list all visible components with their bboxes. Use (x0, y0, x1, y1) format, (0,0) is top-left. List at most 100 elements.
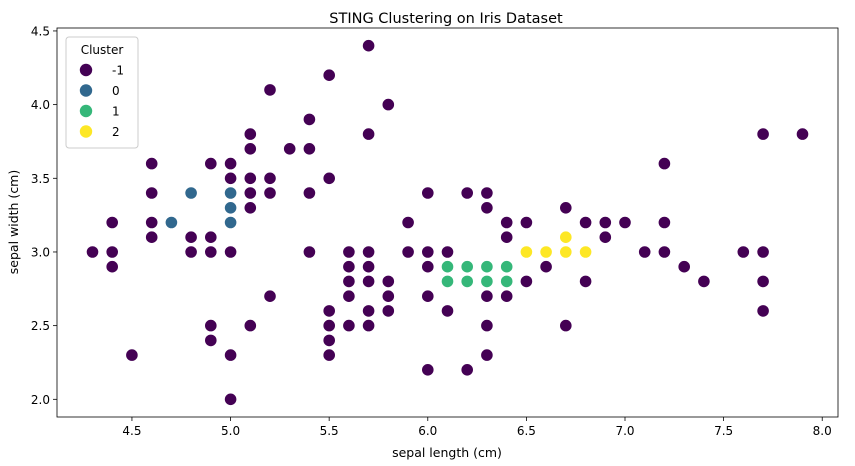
data-point-cluster-neg1-98 (795, 127, 810, 141)
data-point-cluster-neg1-34 (302, 186, 316, 200)
data-point-cluster-neg1-49 (361, 245, 376, 259)
data-point-cluster-neg1-9 (184, 230, 198, 244)
data-point-cluster-neg1-3 (105, 260, 119, 274)
data-point-cluster-neg1-90 (657, 245, 672, 259)
data-point-cluster-neg1-16 (224, 157, 238, 171)
data-point-cluster-neg1-56 (381, 289, 395, 303)
data-point-cluster-neg1-59 (401, 245, 415, 259)
data-point-cluster-neg1-46 (342, 318, 356, 333)
data-point-cluster-neg1-24 (243, 186, 257, 200)
data-point-cluster-neg1-42 (342, 245, 356, 259)
data-point-cluster-neg1-36 (322, 68, 336, 82)
data-point-cluster-neg1-25 (243, 201, 257, 215)
data-point-cluster-1-5 (480, 274, 494, 288)
data-point-cluster-neg1-97 (756, 304, 770, 318)
data-point-cluster-neg1-19 (224, 348, 238, 362)
y-axis-label: sepal width (cm) (6, 170, 21, 274)
data-point-cluster-neg1-41 (322, 348, 336, 362)
data-point-cluster-neg1-48 (361, 127, 376, 141)
data-point-cluster-neg1-81 (559, 318, 573, 333)
data-point-cluster-neg1-50 (361, 260, 376, 274)
legend-label-0: 0 (112, 84, 120, 98)
data-point-cluster-neg1-15 (204, 333, 218, 347)
data-point-cluster-neg1-39 (322, 318, 336, 333)
y-tick-label: 4.5 (31, 24, 50, 38)
data-point-cluster-neg1-43 (342, 260, 356, 274)
chart-title: STING Clustering on Iris Dataset (329, 11, 563, 27)
data-point-cluster-1-0 (440, 260, 455, 274)
x-tick-label: 5.0 (221, 424, 240, 438)
x-tick-label: 6.0 (418, 424, 437, 438)
legend-label-2: 2 (112, 125, 120, 139)
data-point-cluster-0-4 (224, 215, 238, 230)
data-point-cluster-neg1-20 (224, 392, 238, 406)
data-point-cluster-2-3 (559, 245, 573, 259)
data-point-cluster-neg1-80 (559, 201, 573, 215)
data-point-cluster-1-4 (480, 260, 494, 274)
data-point-cluster-neg1-11 (204, 157, 218, 171)
data-point-cluster-2-0 (519, 245, 534, 259)
data-point-cluster-neg1-45 (342, 289, 356, 303)
data-point-cluster-neg1-78 (519, 274, 534, 288)
y-tick-label: 3.0 (31, 245, 50, 259)
data-point-cluster-neg1-62 (421, 260, 435, 274)
x-tick-label: 7.0 (615, 424, 634, 438)
legend: Cluster -1 0 1 2 (65, 36, 139, 149)
data-point-cluster-neg1-74 (500, 215, 514, 230)
data-point-cluster-neg1-30 (263, 289, 277, 303)
data-point-cluster-neg1-61 (421, 245, 435, 259)
data-point-cluster-neg1-89 (657, 215, 672, 230)
data-point-cluster-neg1-33 (302, 142, 316, 156)
data-point-cluster-neg1-31 (283, 142, 297, 156)
data-point-cluster-neg1-66 (440, 304, 455, 318)
data-point-cluster-0-2 (224, 186, 238, 200)
data-point-cluster-neg1-83 (578, 274, 593, 288)
data-point-cluster-neg1-51 (361, 274, 376, 288)
legend-marker-neg1 (79, 63, 93, 77)
data-point-cluster-neg1-6 (145, 186, 159, 200)
data-point-cluster-neg1-79 (539, 260, 553, 274)
data-point-cluster-neg1-64 (421, 363, 435, 377)
data-point-cluster-1-3 (460, 274, 474, 288)
data-point-cluster-0-3 (224, 201, 238, 215)
data-point-cluster-neg1-76 (500, 289, 514, 303)
plot-frame (56, 27, 839, 418)
data-point-cluster-neg1-72 (480, 318, 494, 333)
data-point-cluster-neg1-26 (243, 318, 257, 333)
data-point-cluster-neg1-57 (381, 304, 395, 318)
data-point-cluster-neg1-47 (361, 39, 376, 53)
data-point-cluster-neg1-52 (361, 304, 376, 318)
data-point-cluster-neg1-32 (302, 112, 316, 127)
data-point-cluster-neg1-5 (145, 157, 159, 171)
y-tick-label: 2.5 (31, 319, 50, 333)
data-point-cluster-neg1-35 (302, 245, 316, 259)
data-point-cluster-neg1-73 (480, 348, 494, 362)
data-point-cluster-neg1-92 (697, 274, 711, 288)
data-point-cluster-neg1-14 (204, 318, 218, 333)
data-point-cluster-neg1-71 (480, 289, 494, 303)
data-point-cluster-neg1-67 (460, 186, 474, 200)
data-point-cluster-neg1-70 (480, 201, 494, 215)
legend-title: Cluster (81, 43, 124, 57)
data-point-cluster-1-7 (500, 274, 514, 288)
legend-label-1: 1 (112, 105, 120, 119)
data-point-cluster-neg1-88 (657, 157, 672, 171)
data-point-cluster-neg1-44 (342, 274, 356, 288)
data-point-cluster-2-2 (559, 230, 573, 244)
data-point-cluster-neg1-86 (618, 215, 632, 230)
data-point-cluster-2-1 (539, 245, 553, 259)
x-tick-label: 8.0 (813, 424, 832, 438)
x-tick-label: 6.5 (517, 424, 536, 438)
data-point-cluster-0-1 (184, 186, 198, 200)
data-point-cluster-neg1-29 (263, 186, 277, 200)
y-tick-label: 3.5 (31, 172, 50, 186)
data-point-cluster-neg1-17 (224, 171, 238, 185)
data-point-cluster-neg1-94 (756, 127, 770, 141)
data-point-cluster-neg1-54 (381, 98, 395, 112)
data-point-cluster-neg1-40 (322, 333, 336, 347)
data-point-cluster-neg1-18 (224, 245, 238, 259)
data-point-cluster-neg1-82 (578, 215, 593, 230)
data-point-cluster-neg1-87 (638, 245, 652, 259)
data-point-cluster-neg1-65 (440, 245, 455, 259)
